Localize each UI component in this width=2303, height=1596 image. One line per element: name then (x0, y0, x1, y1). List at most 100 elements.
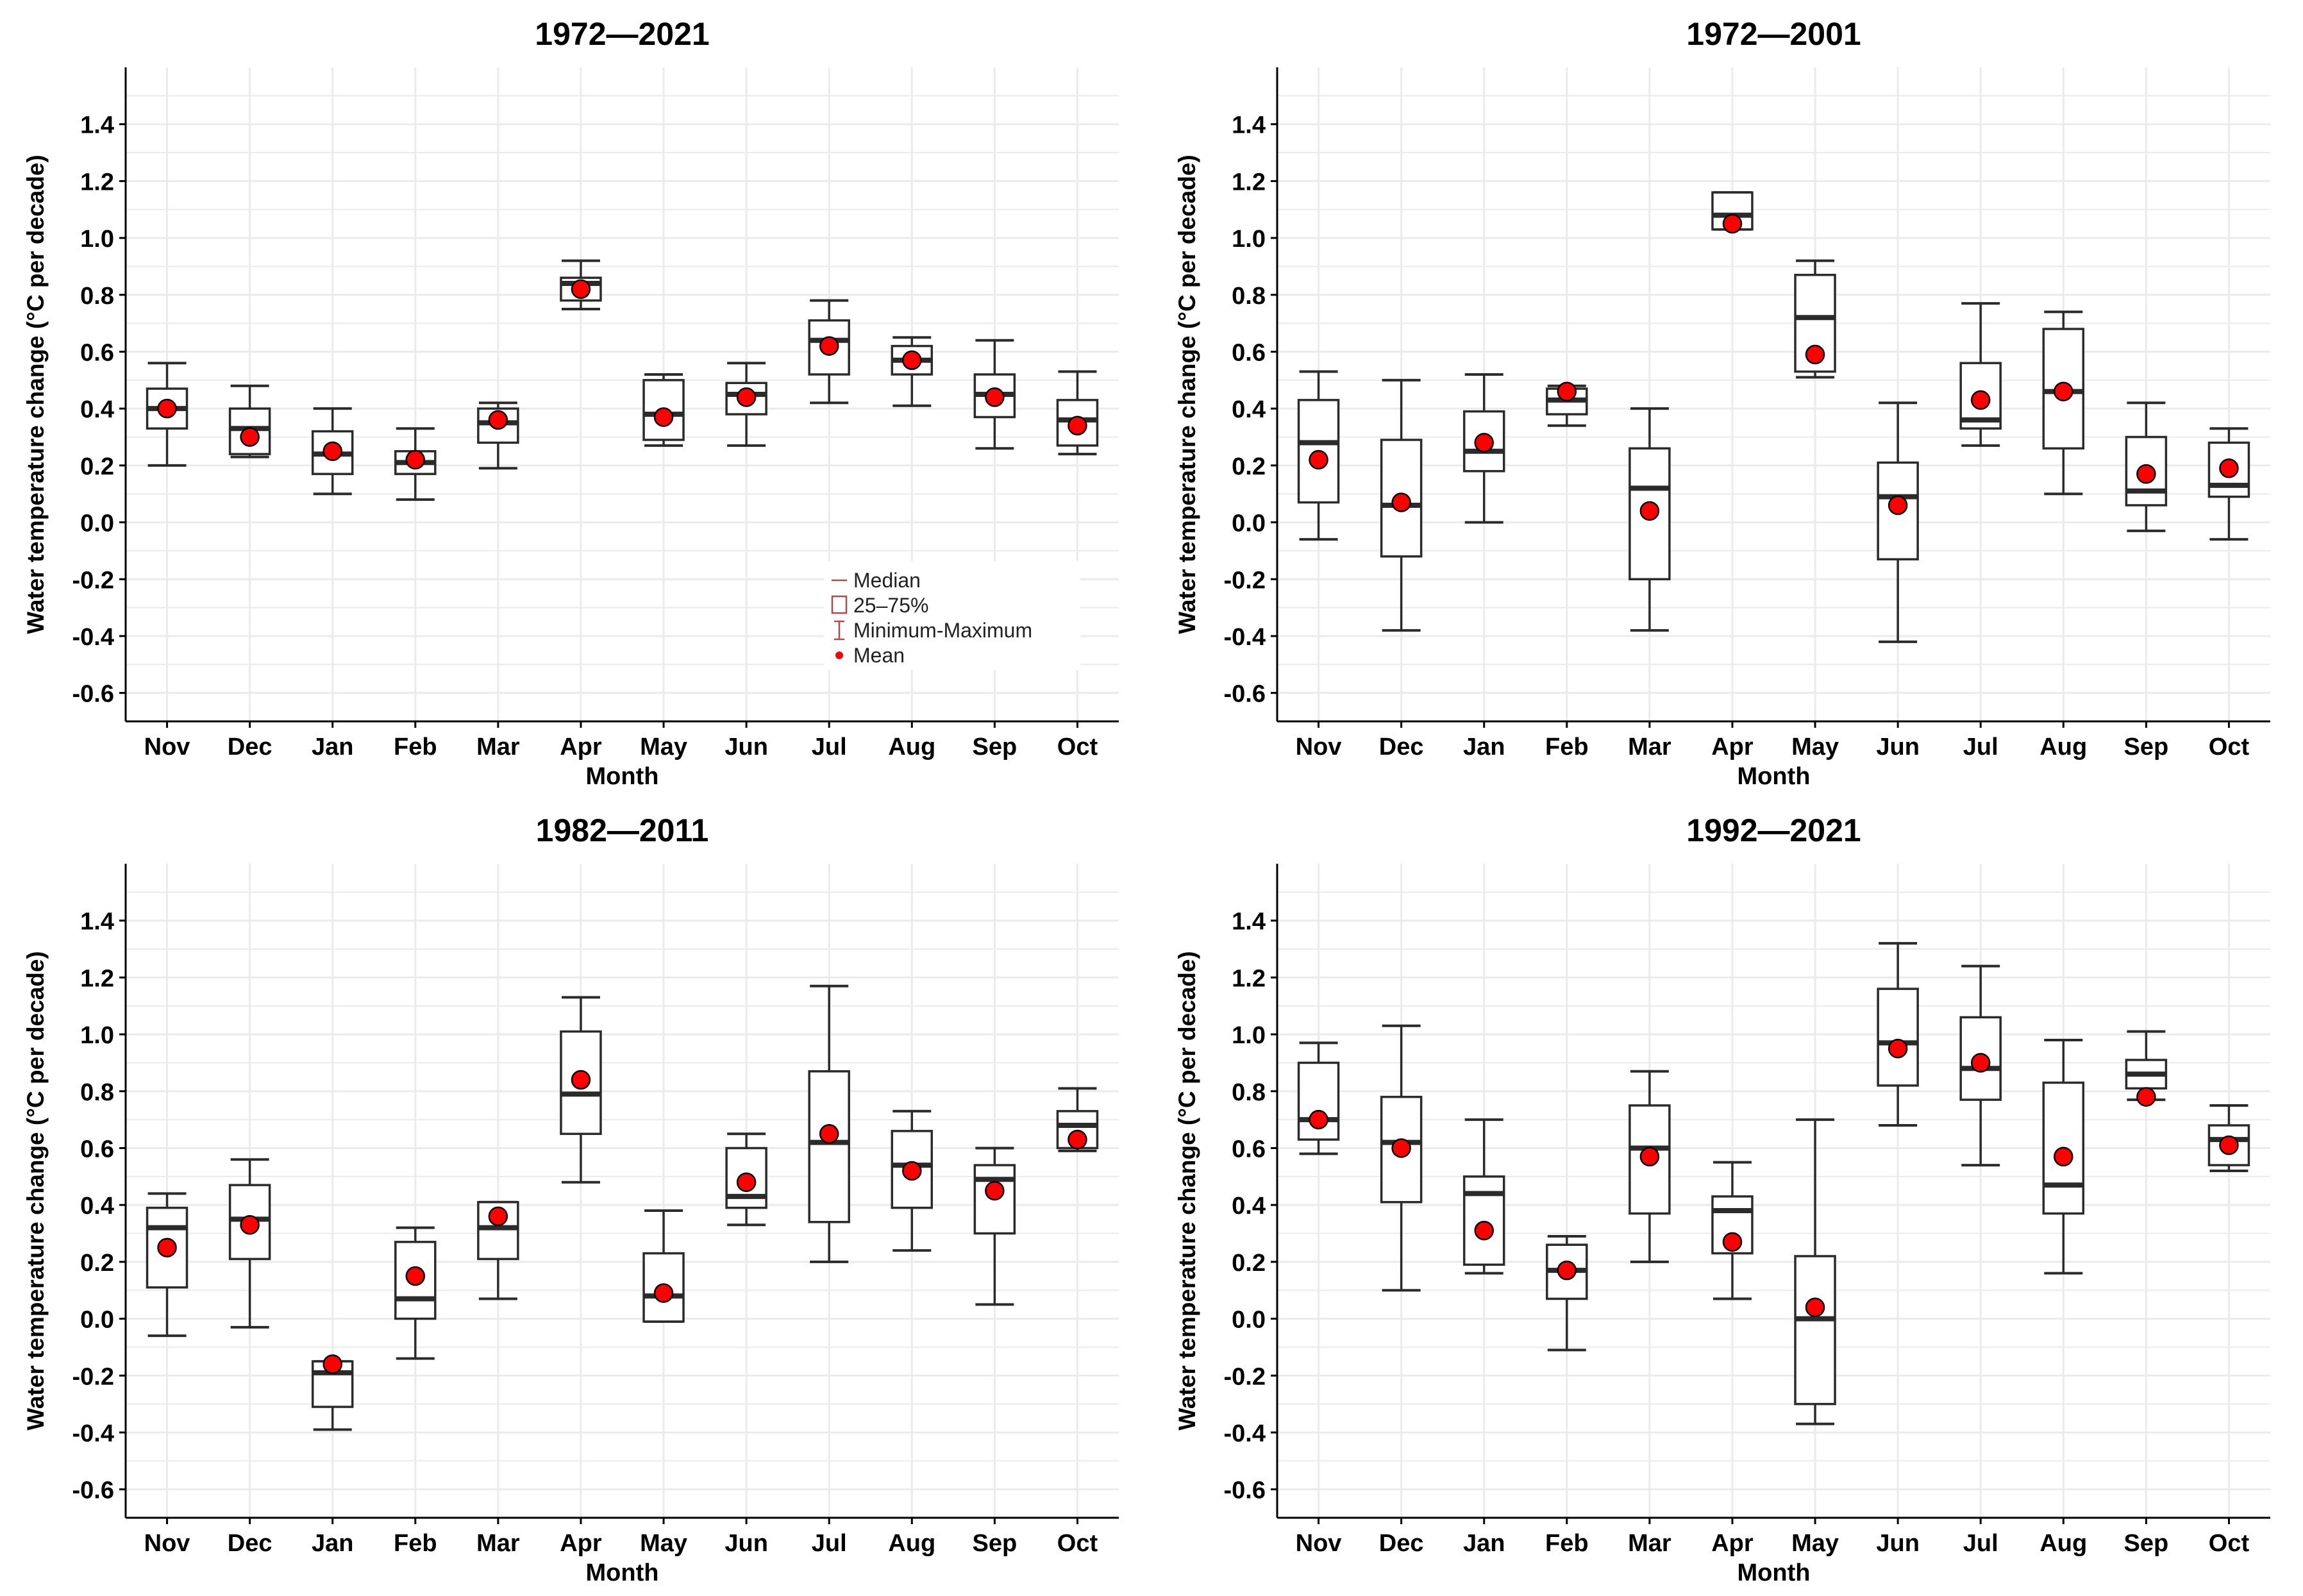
x-tick-label: Aug (888, 1530, 935, 1557)
mean-point (2136, 1087, 2156, 1107)
box-nov (1297, 370, 1340, 541)
box-jan (1462, 373, 1505, 524)
y-tick-label: -0.4 (1224, 1420, 1266, 1447)
mean-point (1888, 495, 1908, 516)
gridlines (126, 864, 1119, 1518)
box-jul (808, 984, 850, 1263)
y-tick-label: -0.4 (1224, 624, 1266, 651)
iqr-box (1794, 1255, 1836, 1406)
box-apr (1711, 1161, 1754, 1300)
y-tick-label: -0.2 (1224, 567, 1266, 594)
box-sep (2125, 401, 2168, 532)
mean-point (1805, 1297, 1825, 1318)
y-tick-label: 0.2 (1232, 1250, 1266, 1277)
box-jul (1959, 302, 2002, 447)
x-tick-label: Sep (2124, 1530, 2169, 1557)
legend-mean-symbol (835, 651, 843, 659)
mean-point (1068, 416, 1087, 436)
y-tick-label: 1.2 (80, 965, 114, 992)
x-tick-label: Nov (1296, 734, 1342, 760)
x-tick-label: Nov (144, 734, 190, 760)
x-tick-label: Jul (812, 734, 847, 760)
box-may (1794, 1118, 1836, 1425)
x-tick-label: Jul (1963, 734, 1998, 760)
y-tick-label: -0.6 (1224, 1477, 1266, 1504)
y-tick-label: 0.6 (80, 339, 114, 366)
x-tick-label: Nov (144, 1530, 190, 1557)
x-tick-label: Dec (228, 1530, 272, 1557)
x-tick-label: Aug (2039, 734, 2087, 760)
box-sep (973, 339, 1016, 450)
x-tick-label: Jan (1463, 734, 1505, 760)
mean-point (571, 279, 591, 299)
box-apr (560, 996, 602, 1184)
box-may (642, 373, 685, 447)
x-tick-label: Sep (2124, 734, 2169, 760)
iqr-box (1877, 987, 1919, 1087)
box-dec (1380, 378, 1423, 632)
mean-point (1309, 449, 1328, 470)
box-mar (477, 401, 519, 470)
x-tick-label: Jun (1876, 734, 1920, 760)
y-tick-label: 0.2 (80, 453, 114, 480)
box-dec (228, 384, 271, 458)
mean-point (322, 1354, 342, 1374)
y-tick-label: -0.6 (72, 1477, 114, 1504)
chart-panel-1982-2011: 1982—2011 -0.6 -0.4 -0.2 0.0 0.2 0.4 0.6 0.8 1.0 1… (0, 796, 1152, 1593)
y-axis-label: Water temperature change (°C per decade) (22, 155, 49, 634)
x-tick-label: Sep (973, 1530, 1018, 1557)
mean-point (1970, 1053, 1991, 1073)
mean-point (1970, 390, 1991, 410)
boxplot-1982-2011: 1982—2011 -0.6 -0.4 -0.2 0.0 0.2 0.4 0.6 0.8 1.0 1… (22, 812, 1119, 1586)
x-tick-label: Jul (812, 1530, 847, 1557)
y-axis-label: Water temperature change (°C per decade) (22, 951, 49, 1430)
y-tick-label: 1.0 (1232, 1022, 1266, 1049)
mean-point (736, 1172, 757, 1192)
y-tick-label: 0.4 (1232, 1193, 1266, 1220)
y-tick-label: 1.2 (1232, 169, 1266, 196)
x-tick-label: Oct (1057, 1530, 1098, 1557)
legend-label: 25–75% (853, 594, 928, 617)
y-tick-label: 0.8 (1232, 1079, 1266, 1106)
y-tick-label: 0.4 (1232, 396, 1266, 423)
x-axis-label: Month (586, 763, 659, 790)
mean-point (1391, 1138, 1411, 1158)
mean-point (1309, 1109, 1328, 1130)
box-dec (228, 1158, 271, 1329)
x-tick-label: Feb (1545, 1530, 1589, 1557)
box-mar (477, 1200, 519, 1300)
box-jul (808, 299, 850, 405)
x-tick-label: Dec (228, 734, 272, 760)
mean-point (1639, 1147, 1660, 1167)
x-tick-label: Apr (560, 1530, 602, 1557)
x-axis-label: Month (1738, 763, 1811, 790)
mean-point (240, 427, 260, 447)
y-tick-label: 1.0 (80, 1022, 114, 1049)
box-oct (1056, 1087, 1099, 1152)
mean-point (1474, 433, 1494, 453)
x-tick-label: May (640, 1530, 687, 1557)
mean-point (571, 1070, 591, 1090)
box-feb (394, 1226, 437, 1360)
y-tick-label: 0.0 (80, 510, 114, 537)
x-tick-label: Oct (2209, 734, 2250, 760)
y-tick-label: 0.6 (1232, 1136, 1266, 1163)
y-tick-label: 0.8 (80, 283, 114, 310)
mean-point (157, 398, 177, 419)
y-tick-label: -0.2 (72, 1363, 114, 1390)
y-tick-label: 1.4 (1232, 909, 1266, 936)
x-tick-label: Mar (476, 1530, 520, 1557)
box-jul (1959, 964, 2002, 1167)
x-tick-label: May (1791, 734, 1839, 760)
box-may (1794, 259, 1836, 379)
x-tick-label: Dec (1379, 1530, 1424, 1557)
box-oct (2207, 427, 2250, 541)
y-tick-label: 1.2 (1232, 965, 1266, 992)
x-tick-label: Dec (1379, 734, 1424, 760)
box-nov (1297, 1041, 1340, 1155)
x-tick-label: Jul (1963, 1530, 1998, 1557)
box-jan (1462, 1118, 1505, 1275)
chart-panel-1992-2021: 1992—2021 -0.6 -0.4 -0.2 0.0 0.2 0.4 0.6 0.8 1.0 1… (1152, 796, 2303, 1593)
